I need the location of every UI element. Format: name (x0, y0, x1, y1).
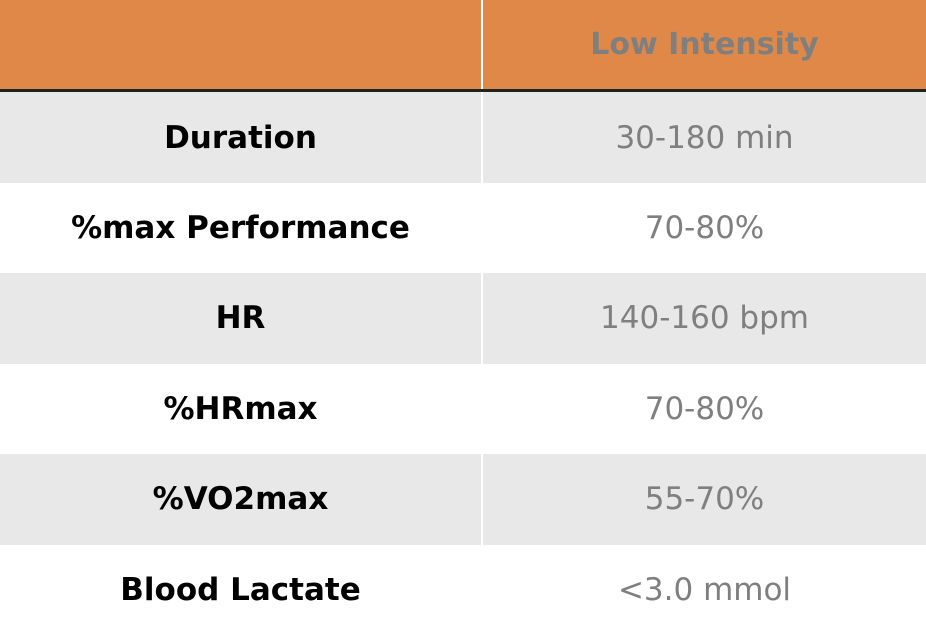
row-label: Blood Lactate (120, 571, 361, 608)
row-value: 70-80% (481, 363, 926, 455)
row-value: 55-70% (481, 453, 926, 545)
row-label: %HRmax (163, 390, 318, 427)
header-cell: Low Intensity (481, 0, 926, 89)
row-label: %VO2max (152, 481, 329, 518)
row-value: 70-80% (481, 182, 926, 274)
table-row: HR 140-160 bpm (0, 272, 926, 364)
row-value: 140-160 bpm (481, 272, 926, 364)
row-label: HR (215, 300, 266, 337)
table-row: Blood Lactate <3.0 mmol (0, 544, 926, 635)
header-empty-cell (0, 0, 481, 89)
table-row: %HRmax 70-80% (0, 363, 926, 455)
row-label: %max Performance (71, 209, 410, 246)
header-row: Low Intensity (0, 0, 926, 92)
table-row: %max Performance 70-80% (0, 182, 926, 274)
row-value: 30-180 min (481, 92, 926, 183)
row-value: <3.0 mmol (481, 544, 926, 635)
table-row: Duration 30-180 min (0, 92, 926, 183)
table-row: %VO2max 55-70% (0, 453, 926, 545)
row-label: Duration (164, 119, 317, 156)
